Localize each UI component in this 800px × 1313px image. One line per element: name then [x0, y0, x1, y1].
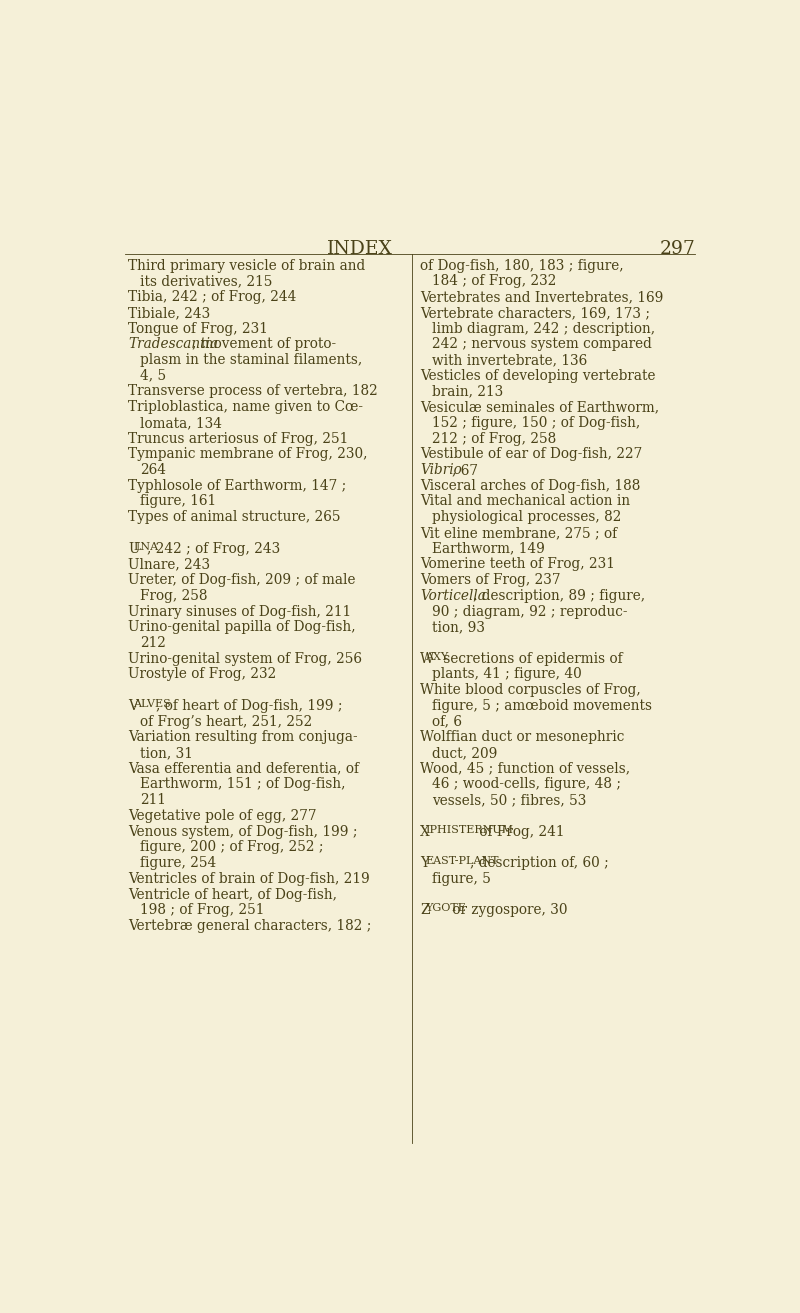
Text: Vomerine teeth of Frog, 231: Vomerine teeth of Frog, 231 — [420, 557, 614, 571]
Text: 264: 264 — [140, 463, 166, 477]
Text: Tradescantia: Tradescantia — [128, 337, 218, 352]
Text: Ureter, of Dog-fish, 209 ; of male: Ureter, of Dog-fish, 209 ; of male — [128, 572, 355, 587]
Text: figure, 200 ; of Frog, 252 ;: figure, 200 ; of Frog, 252 ; — [140, 840, 324, 855]
Text: with invertebrate, 136: with invertebrate, 136 — [432, 353, 587, 368]
Text: 90 ; diagram, 92 ; reproduc-: 90 ; diagram, 92 ; reproduc- — [432, 604, 628, 618]
Text: Vertebrates and Invertebrates, 169: Vertebrates and Invertebrates, 169 — [420, 290, 663, 305]
Text: V: V — [128, 699, 138, 713]
Text: lomata, 134: lomata, 134 — [140, 416, 222, 429]
Text: IPHISTERNUM: IPHISTERNUM — [426, 825, 514, 835]
Text: Urinary sinuses of Dog-fish, 211: Urinary sinuses of Dog-fish, 211 — [128, 604, 351, 618]
Text: AXY: AXY — [426, 651, 449, 662]
Text: plants, 41 ; figure, 40: plants, 41 ; figure, 40 — [432, 667, 582, 681]
Text: Third primary vesicle of brain and: Third primary vesicle of brain and — [128, 259, 365, 273]
Text: figure, 254: figure, 254 — [140, 856, 217, 871]
Text: Earthworm, 149: Earthworm, 149 — [432, 542, 545, 555]
Text: ALVES: ALVES — [134, 699, 171, 709]
Text: , movement of proto-: , movement of proto- — [192, 337, 336, 352]
Text: , description, 89 ; figure,: , description, 89 ; figure, — [473, 588, 646, 603]
Text: secretions of epidermis of: secretions of epidermis of — [439, 651, 622, 666]
Text: 198 ; of Frog, 251: 198 ; of Frog, 251 — [140, 903, 265, 918]
Text: Vesiculæ seminales of Earthworm,: Vesiculæ seminales of Earthworm, — [420, 400, 659, 414]
Text: 211: 211 — [140, 793, 166, 807]
Text: 212 ; of Frog, 258: 212 ; of Frog, 258 — [432, 432, 557, 445]
Text: Wood, 45 ; function of vessels,: Wood, 45 ; function of vessels, — [420, 762, 630, 776]
Text: tion, 31: tion, 31 — [140, 746, 193, 760]
Text: , of heart of Dog-fish, 199 ;: , of heart of Dog-fish, 199 ; — [156, 699, 342, 713]
Text: Wolffian duct or mesonephric: Wolffian duct or mesonephric — [420, 730, 624, 744]
Text: X: X — [420, 825, 430, 839]
Text: Earthworm, 151 ; of Dog-fish,: Earthworm, 151 ; of Dog-fish, — [140, 777, 346, 792]
Text: 4, 5: 4, 5 — [140, 369, 166, 382]
Text: Typhlosole of Earthworm, 147 ;: Typhlosole of Earthworm, 147 ; — [128, 479, 346, 492]
Text: Tibia, 242 ; of Frog, 244: Tibia, 242 ; of Frog, 244 — [128, 290, 296, 305]
Text: Venous system, of Dog-fish, 199 ;: Venous system, of Dog-fish, 199 ; — [128, 825, 358, 839]
Text: Visceral arches of Dog-fish, 188: Visceral arches of Dog-fish, 188 — [420, 479, 640, 492]
Text: Tympanic membrane of Frog, 230,: Tympanic membrane of Frog, 230, — [128, 448, 367, 461]
Text: 297: 297 — [659, 240, 695, 259]
Text: figure, 161: figure, 161 — [140, 495, 217, 508]
Text: brain, 213: brain, 213 — [432, 385, 503, 398]
Text: of Frog, 241: of Frog, 241 — [475, 825, 564, 839]
Text: tion, 93: tion, 93 — [432, 620, 486, 634]
Text: Transverse process of vertebra, 182: Transverse process of vertebra, 182 — [128, 385, 378, 398]
Text: its derivatives, 215: its derivatives, 215 — [140, 274, 273, 289]
Text: Vibrio: Vibrio — [420, 463, 462, 477]
Text: of, 6: of, 6 — [432, 714, 462, 729]
Text: Vital and mechanical action in: Vital and mechanical action in — [420, 495, 630, 508]
Text: of Dog-fish, 180, 183 ; figure,: of Dog-fish, 180, 183 ; figure, — [420, 259, 623, 273]
Text: Vorticella: Vorticella — [420, 588, 486, 603]
Text: U: U — [128, 542, 139, 555]
Text: White blood corpuscles of Frog,: White blood corpuscles of Frog, — [420, 683, 641, 697]
Text: Vegetative pole of egg, 277: Vegetative pole of egg, 277 — [128, 809, 316, 823]
Text: Variation resulting from conjuga-: Variation resulting from conjuga- — [128, 730, 358, 744]
Text: 212: 212 — [140, 635, 166, 650]
Text: Ventricles of brain of Dog-fish, 219: Ventricles of brain of Dog-fish, 219 — [128, 872, 370, 886]
Text: duct, 209: duct, 209 — [432, 746, 498, 760]
Text: Urino-genital papilla of Dog-fish,: Urino-genital papilla of Dog-fish, — [128, 620, 355, 634]
Text: Vesticles of developing vertebrate: Vesticles of developing vertebrate — [420, 369, 655, 382]
Text: 184 ; of Frog, 232: 184 ; of Frog, 232 — [432, 274, 557, 289]
Text: INDEX: INDEX — [327, 240, 394, 259]
Text: Vit eline membrane, 275 ; of: Vit eline membrane, 275 ; of — [420, 527, 617, 540]
Text: Vertebrate characters, 169, 173 ;: Vertebrate characters, 169, 173 ; — [420, 306, 650, 320]
Text: figure, 5 ; amœboid movements: figure, 5 ; amœboid movements — [432, 699, 652, 713]
Text: or zygospore, 30: or zygospore, 30 — [448, 903, 567, 918]
Text: EAST-PLANT: EAST-PLANT — [426, 856, 499, 867]
Text: plasm in the staminal filaments,: plasm in the staminal filaments, — [140, 353, 362, 368]
Text: , description of, 60 ;: , description of, 60 ; — [470, 856, 609, 871]
Text: Tongue of Frog, 231: Tongue of Frog, 231 — [128, 322, 268, 336]
Text: Types of animal structure, 265: Types of animal structure, 265 — [128, 511, 341, 524]
Text: LNA: LNA — [134, 542, 158, 551]
Text: 242 ; nervous system compared: 242 ; nervous system compared — [432, 337, 652, 352]
Text: Vestibule of ear of Dog-fish, 227: Vestibule of ear of Dog-fish, 227 — [420, 448, 642, 461]
Text: Ventricle of heart, of Dog-fish,: Ventricle of heart, of Dog-fish, — [128, 888, 337, 902]
Text: Vomers of Frog, 237: Vomers of Frog, 237 — [420, 572, 561, 587]
Text: Tibiale, 243: Tibiale, 243 — [128, 306, 210, 320]
Text: Urostyle of Frog, 232: Urostyle of Frog, 232 — [128, 667, 276, 681]
Text: vessels, 50 ; fibres, 53: vessels, 50 ; fibres, 53 — [432, 793, 586, 807]
Text: Vasa efferentia and deferentia, of: Vasa efferentia and deferentia, of — [128, 762, 359, 776]
Text: 152 ; figure, 150 ; of Dog-fish,: 152 ; figure, 150 ; of Dog-fish, — [432, 416, 641, 429]
Text: Ulnare, 243: Ulnare, 243 — [128, 557, 210, 571]
Text: Truncus arteriosus of Frog, 251: Truncus arteriosus of Frog, 251 — [128, 432, 348, 445]
Text: of Frog’s heart, 251, 252: of Frog’s heart, 251, 252 — [140, 714, 313, 729]
Text: Z: Z — [420, 903, 430, 918]
Text: W: W — [420, 651, 434, 666]
Text: Triploblastica, name given to Cœ-: Triploblastica, name given to Cœ- — [128, 400, 363, 414]
Text: figure, 5: figure, 5 — [432, 872, 491, 886]
Text: 46 ; wood-cells, figure, 48 ;: 46 ; wood-cells, figure, 48 ; — [432, 777, 622, 792]
Text: Urino-genital system of Frog, 256: Urino-genital system of Frog, 256 — [128, 651, 362, 666]
Text: YGOTE: YGOTE — [426, 903, 466, 914]
Text: limb diagram, 242 ; description,: limb diagram, 242 ; description, — [432, 322, 655, 336]
Text: Frog, 258: Frog, 258 — [140, 588, 208, 603]
Text: Y: Y — [420, 856, 429, 871]
Text: Vertebræ general characters, 182 ;: Vertebræ general characters, 182 ; — [128, 919, 371, 934]
Text: , 242 ; of Frog, 243: , 242 ; of Frog, 243 — [147, 542, 280, 555]
Text: , 67: , 67 — [452, 463, 478, 477]
Text: physiological processes, 82: physiological processes, 82 — [432, 511, 622, 524]
